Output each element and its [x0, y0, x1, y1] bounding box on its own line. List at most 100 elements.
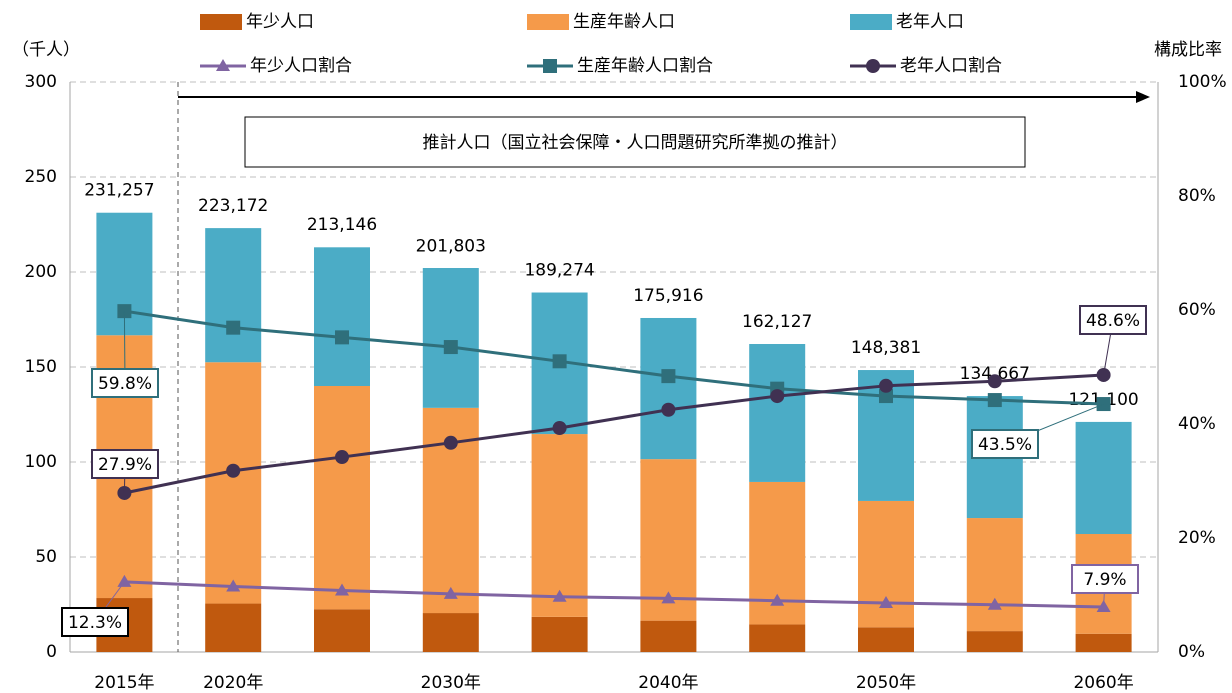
legend-item: 老年人口割合: [850, 56, 1002, 76]
y-axis-title: （千人）: [12, 40, 80, 60]
total-label: 231,257: [84, 181, 154, 201]
data-label: 12.3%: [68, 613, 122, 633]
legend-swatch: [850, 14, 892, 30]
bar-segment: [205, 362, 262, 604]
total-label: 175,916: [633, 286, 703, 306]
data-label: 48.6%: [1086, 311, 1140, 331]
line-marker: [335, 450, 349, 465]
y2-tick-label: 60%: [1178, 300, 1216, 320]
line-marker: [335, 583, 349, 596]
line-marker: [987, 597, 1002, 610]
legend-item: 年少人口割合: [200, 56, 352, 76]
x-tick-label: 2020年: [203, 673, 263, 693]
bar-segment: [205, 603, 262, 652]
y2-tick-label: 100%: [1178, 72, 1227, 92]
ratio-line: [124, 580, 1104, 609]
legend-label: 老年人口割合: [900, 56, 1002, 76]
y2-tick-label: 40%: [1178, 414, 1216, 434]
callout-box: [91, 449, 159, 479]
legend-label: 年少人口割合: [250, 56, 352, 76]
bar-segment: [749, 624, 806, 652]
data-label: 27.9%: [98, 455, 152, 475]
line-marker: [552, 589, 567, 602]
legend-swatch: [200, 14, 242, 30]
legend-label: 生産年齢人口: [573, 12, 675, 32]
line-marker: [226, 320, 241, 335]
ratio-line: [124, 373, 1104, 495]
data-label: 59.8%: [98, 374, 152, 394]
bar-segment: [531, 434, 588, 617]
arrow-head: [1136, 91, 1150, 103]
callout-box: [971, 429, 1039, 459]
line-marker: [443, 340, 458, 355]
y2-tick-label: 80%: [1178, 186, 1216, 206]
line-marker: [443, 586, 458, 599]
legend-item: 生産年齢人口: [527, 12, 675, 32]
callout-box: [61, 607, 129, 637]
ratio-line: [124, 309, 1104, 406]
legend-item: 生産年齢人口割合: [527, 56, 713, 76]
y2-tick-label: 20%: [1178, 528, 1216, 548]
x-tick-label: 2050年: [856, 673, 916, 693]
annotation-box: [244, 116, 1026, 168]
line-marker: [879, 595, 893, 608]
callout-box: [1079, 305, 1147, 335]
bar-segment: [749, 344, 806, 482]
bar-segment: [314, 386, 370, 610]
y-tick-label: 50: [35, 547, 57, 567]
legend-swatch: [527, 14, 569, 30]
legend-marker: [543, 59, 557, 73]
total-label: 201,803: [416, 237, 486, 257]
line-marker: [987, 393, 1002, 408]
bar-segment: [966, 518, 1023, 632]
total-label: 148,381: [851, 338, 921, 358]
bar-segment: [858, 627, 914, 652]
legend-label: 生産年齢人口割合: [577, 56, 713, 76]
data-label: 43.5%: [978, 435, 1032, 455]
y-tick-label: 250: [25, 167, 57, 187]
line-marker: [661, 369, 676, 384]
bar-segment: [966, 631, 1023, 652]
line-marker: [552, 354, 567, 369]
bar-segment: [1075, 421, 1132, 535]
y2-tick-label: 0%: [1178, 642, 1205, 662]
y2-axis-title: 構成比率: [1154, 40, 1222, 60]
line-marker: [770, 593, 785, 606]
bar-segment: [205, 228, 262, 363]
line-marker: [770, 389, 785, 404]
line-marker: [443, 435, 458, 450]
y-tick-label: 150: [25, 357, 57, 377]
total-label: 162,127: [742, 312, 812, 332]
x-tick-label: 2040年: [638, 673, 698, 693]
bar-segment: [640, 620, 697, 652]
line-marker: [117, 485, 132, 500]
y-tick-label: 0: [46, 642, 57, 662]
x-tick-label: 2015年: [94, 673, 154, 693]
x-tick-label: 2060年: [1073, 673, 1133, 693]
total-label: 223,172: [198, 196, 268, 216]
callout-box: [1071, 564, 1139, 594]
callout-box: [91, 368, 159, 398]
bar-segment: [1075, 633, 1132, 652]
total-label: 189,274: [524, 260, 594, 280]
legend-label: 老年人口: [896, 12, 964, 32]
bar-segment: [314, 247, 370, 386]
legend-marker: [216, 59, 230, 71]
bar-segment: [858, 500, 914, 628]
bar-segment: [640, 317, 697, 460]
y-tick-label: 200: [25, 262, 57, 282]
line-marker: [117, 574, 132, 587]
data-label: 7.9%: [1083, 570, 1126, 590]
line-marker: [552, 420, 567, 435]
line-marker: [661, 402, 676, 417]
bar-segment: [422, 268, 479, 408]
line-marker: [987, 374, 1002, 389]
line-marker: [879, 378, 893, 393]
x-tick-label: 2030年: [421, 673, 481, 693]
legend-marker: [866, 59, 880, 73]
line-marker: [661, 591, 676, 604]
line-marker: [335, 330, 349, 345]
bar-segment: [314, 609, 370, 652]
total-label: 213,146: [307, 215, 377, 235]
